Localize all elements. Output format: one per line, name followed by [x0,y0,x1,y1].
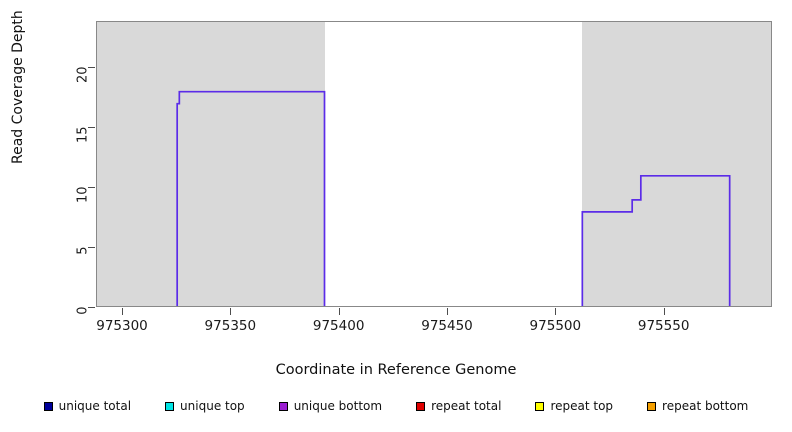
y-axis-tick-label: 10 [75,186,91,203]
y-axis-tick-label: 15 [75,126,91,143]
legend-label: unique total [58,399,132,413]
y-axis-tick [88,186,95,188]
legend-label: unique bottom [293,399,383,413]
shaded-region [582,22,771,306]
x-axis-tick-label: 975350 [204,318,257,334]
x-axis-tick [230,308,232,315]
legend-item[interactable]: unique top [165,399,245,413]
x-axis-tick-label: 975400 [312,318,365,334]
x-axis-tick [663,308,665,315]
x-axis-tick [555,308,557,315]
legend-swatch-icon [278,401,288,411]
x-axis-tick-label: 975450 [421,318,473,334]
legend-item[interactable]: repeat total [416,399,501,413]
x-axis-tick-label: 975300 [96,318,148,334]
x-axis-title: Coordinate in Reference Genome [275,362,517,378]
plot-area [96,21,772,307]
y-axis-tick-label: 5 [75,246,91,255]
y-axis-tick-label: 0 [75,306,91,315]
legend: unique total unique top unique bottom repea… [0,399,792,413]
unique-bottom-coverage-path [176,90,731,306]
legend-item[interactable]: unique bottom [278,399,383,413]
x-axis-tick-label: 975550 [637,318,690,334]
legend-item[interactable]: repeat bottom [647,399,748,413]
y-axis-title: Read Coverage Depth [10,10,26,164]
legend-label: unique top [180,399,245,413]
x-axis-tick [122,308,123,315]
y-axis-tick [88,126,95,128]
legend-swatch-icon [43,401,53,411]
legend-item[interactable]: unique total [43,399,132,413]
y-axis-tick [88,246,95,248]
x-axis-tick [447,308,448,315]
legend-swatch-icon [647,401,657,411]
legend-label: repeat top [550,399,614,413]
x-axis-tick [338,308,340,315]
shaded-region [97,22,325,306]
legend-swatch-icon [165,401,175,411]
y-axis-tick-label: 20 [75,66,91,83]
legend-label: repeat total [431,399,502,413]
legend-label: repeat bottom [662,399,749,413]
coverage-curve-svg [176,90,731,306]
y-axis-tick [88,307,95,308]
legend-swatch-icon [535,401,545,411]
y-axis-tick [88,66,95,68]
legend-swatch-icon [416,401,426,411]
legend-item[interactable]: repeat top [535,399,613,413]
x-axis-tick-label: 975500 [529,318,582,334]
